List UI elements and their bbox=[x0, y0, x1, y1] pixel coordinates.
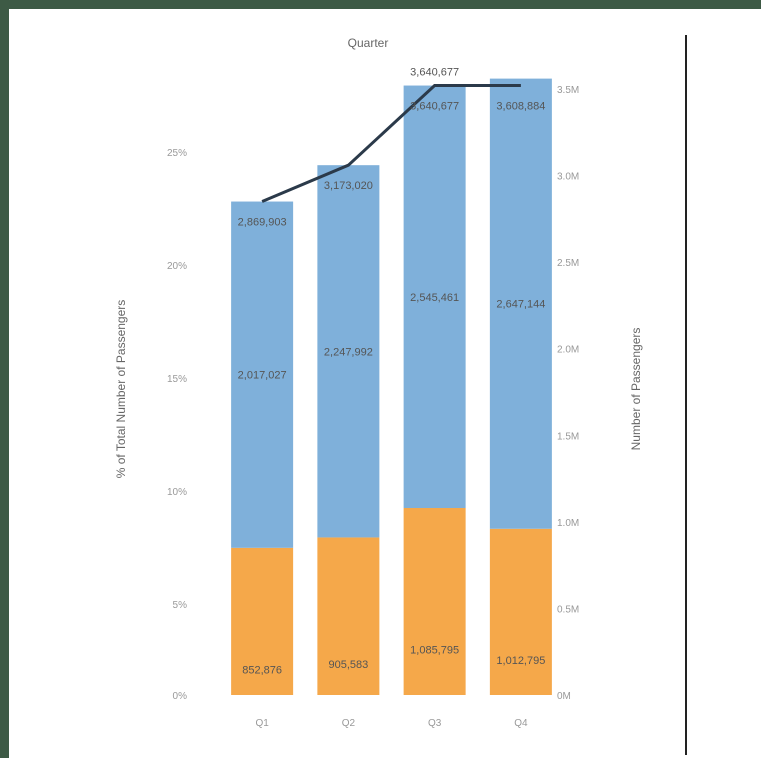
x-tick-label: Q4 bbox=[514, 718, 528, 729]
x-tick-label: Q3 bbox=[428, 718, 442, 729]
bar-segment bbox=[231, 201, 294, 548]
right-tick-label: 3.5M bbox=[557, 85, 579, 96]
y-axis-left-label: % of Total Number of Passengers bbox=[114, 300, 128, 479]
left-tick-label: 25% bbox=[167, 148, 187, 159]
left-tick-label: 5% bbox=[173, 600, 188, 611]
bar-segment bbox=[403, 85, 466, 509]
y-axis-right-label: Number of Passengers bbox=[629, 328, 643, 451]
bar-segment bbox=[489, 78, 552, 529]
right-tick-label: 0M bbox=[557, 691, 571, 702]
total-label: 2,869,903 bbox=[238, 217, 287, 229]
total-label: 3,640,677 bbox=[410, 101, 459, 113]
stacked-bar-chart: Quarter % of Total Number of Passengers … bbox=[114, 36, 643, 729]
segment-label: 2,545,461 bbox=[410, 292, 459, 304]
segment-label: 852,876 bbox=[242, 664, 282, 676]
bar-segment bbox=[317, 537, 380, 695]
segment-label: 1,012,795 bbox=[496, 655, 545, 667]
left-tick-label: 10% bbox=[167, 487, 187, 498]
bar-segment bbox=[231, 547, 294, 695]
right-tick-label: 1.0M bbox=[557, 518, 579, 529]
left-tick-label: 20% bbox=[167, 261, 187, 272]
bar-segment bbox=[317, 165, 380, 538]
bars bbox=[231, 78, 552, 695]
divider-line bbox=[685, 35, 687, 755]
right-tick-label: 1.5M bbox=[557, 431, 579, 442]
left-tick-label: 0% bbox=[173, 691, 188, 702]
segment-label: 1,085,795 bbox=[410, 645, 459, 657]
segment-label: 2,647,144 bbox=[496, 299, 545, 311]
total-label: 3,608,884 bbox=[496, 101, 545, 113]
bar-segment bbox=[489, 528, 552, 695]
right-tick-label: 2.5M bbox=[557, 258, 579, 269]
data-labels: 852,876 2,017,027 2,869,903 905,583 2,247,99… bbox=[238, 101, 546, 677]
total-label: 3,173,020 bbox=[324, 180, 373, 192]
x-tick-labels: Q1 Q2 Q3 Q4 bbox=[255, 718, 528, 729]
x-tick-label: Q1 bbox=[255, 718, 269, 729]
left-tick-label: 15% bbox=[167, 374, 187, 385]
total-line: 3,640,677 bbox=[261, 67, 521, 203]
right-tick-label: 0.5M bbox=[557, 604, 579, 615]
segment-label: 2,017,027 bbox=[238, 370, 287, 382]
line-top-label: 3,640,677 bbox=[410, 67, 459, 79]
chart-area: Quarter % of Total Number of Passengers … bbox=[9, 9, 761, 758]
x-tick-label: Q2 bbox=[342, 718, 356, 729]
total-line-path bbox=[261, 84, 521, 203]
right-tick-label: 2.0M bbox=[557, 345, 579, 356]
bar-segment bbox=[403, 508, 466, 695]
chart-title: Quarter bbox=[348, 36, 389, 50]
right-tick-label: 3.0M bbox=[557, 172, 579, 183]
right-tick-labels: 0M 0.5M 1.0M 1.5M 2.0M 2.5M 3.0M 3.5M bbox=[557, 85, 579, 702]
segment-label: 2,247,992 bbox=[324, 346, 373, 358]
left-tick-labels: 0% 5% 10% 15% 20% 25% bbox=[167, 148, 187, 702]
segment-label: 905,583 bbox=[328, 659, 368, 671]
